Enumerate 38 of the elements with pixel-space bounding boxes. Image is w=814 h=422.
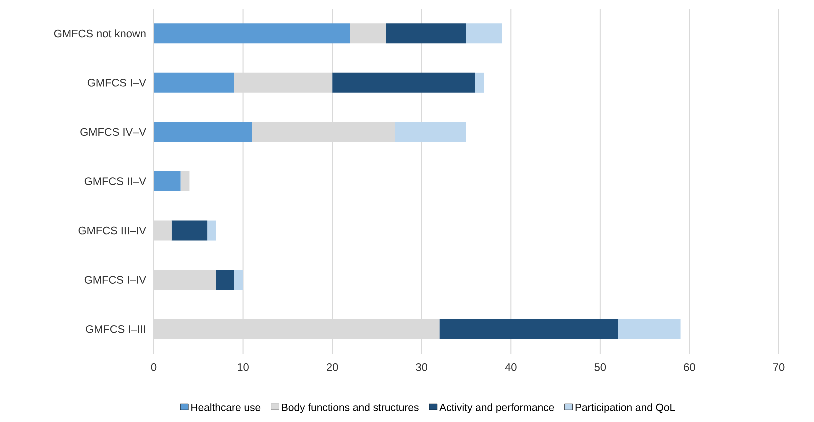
- x-tick-label: 70: [773, 364, 785, 372]
- x-tick-label: 20: [327, 364, 338, 372]
- bar: [440, 319, 618, 340]
- bar: [618, 319, 681, 340]
- y-tick-label: GMFCS I–IV: [84, 276, 146, 284]
- legend-label: Healthcare use: [192, 404, 261, 412]
- bar: [154, 172, 181, 192]
- bar: [350, 24, 386, 44]
- bar: [234, 72, 333, 93]
- bar: [332, 72, 476, 93]
- bar: [216, 270, 234, 290]
- y-tick-label: GMFCS IV–V: [80, 128, 146, 136]
- bar: [466, 24, 502, 44]
- bar: [154, 72, 234, 93]
- legend-label: Body functions and structures: [282, 404, 419, 414]
- bar: [386, 24, 466, 44]
- bar: [475, 72, 484, 93]
- y-tick-label: GMFCS I–III: [86, 325, 146, 334]
- legend-label: Activity and performance: [440, 404, 554, 414]
- bar: [395, 122, 466, 142]
- y-tick-label: GMFCS not known: [54, 30, 146, 38]
- y-tick-label: GMFCS III–IV: [78, 226, 146, 235]
- x-tick-label: 40: [505, 364, 517, 372]
- x-tick-label: 10: [238, 364, 249, 372]
- bar: [172, 220, 208, 241]
- legend-label: Participation and QoL: [576, 404, 676, 414]
- x-tick-label: 30: [416, 364, 428, 372]
- bar: [252, 122, 396, 142]
- x-tick-label: 0: [151, 364, 157, 372]
- bar: [180, 172, 190, 192]
- bar: [208, 220, 216, 241]
- bar: [154, 24, 350, 44]
- bar: [234, 270, 244, 290]
- x-tick-label: 60: [684, 364, 696, 372]
- bar: [154, 122, 252, 142]
- x-tick-label: 50: [594, 364, 606, 372]
- y-tick-label: GMFCS I–V: [88, 79, 146, 87]
- y-tick-label: GMFCS II–V: [84, 178, 146, 186]
